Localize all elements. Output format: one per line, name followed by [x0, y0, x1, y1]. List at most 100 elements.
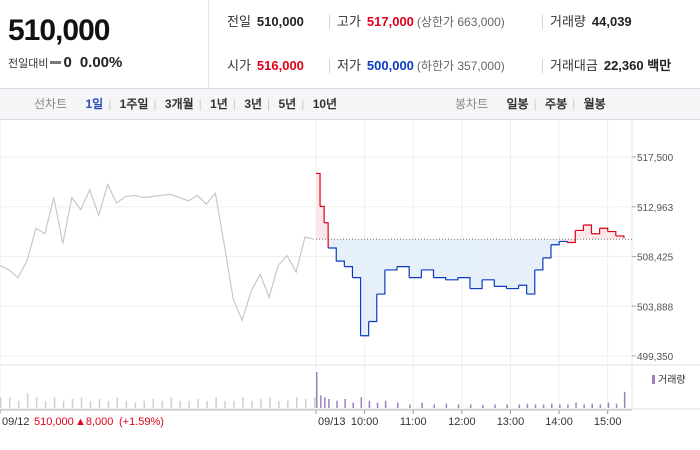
prev-volume-bar [206, 400, 208, 408]
divider: | [572, 97, 576, 111]
stat-value: 22,360 [603, 58, 644, 73]
volume-legend: 거래량 [652, 374, 686, 386]
upper-limit: (상한가 663,000) [416, 15, 505, 29]
prev-volume-bar [260, 399, 262, 408]
divider: | [153, 97, 157, 111]
area-segment [336, 239, 345, 262]
divider: | [301, 97, 305, 111]
tab-5year[interactable]: 5년 [278, 97, 297, 111]
x-axis: 09/13 10:00 11:00 12:00 13:00 14:00 15:00 [0, 410, 621, 428]
area-segment [583, 224, 592, 240]
x-tick-label: 13:00 [497, 416, 525, 428]
tab-daily-candle[interactable]: 일봉 [506, 97, 529, 111]
prev-change-pct: (+1.59%) [119, 416, 164, 428]
down-price-segment [506, 285, 520, 290]
y-tick-label: 499,350 [637, 352, 674, 363]
tab-1day[interactable]: 1일 [85, 97, 104, 111]
tab-3year[interactable]: 3년 [244, 97, 263, 111]
stat-open: 시가 516,000 [227, 44, 304, 88]
today-volume-bar [599, 404, 602, 408]
prev-volume-bar [71, 399, 74, 408]
stat-label: 시가 [227, 58, 251, 73]
down-price-segment [482, 279, 495, 287]
today-volume-bar [384, 400, 387, 408]
up-price-segment [567, 230, 576, 244]
tab-1year[interactable]: 1년 [210, 97, 228, 111]
stats-row-2: 시가 516,000 저가 500,000 (하한가 357,000) 거래대금 22,… [209, 44, 700, 88]
today-volume-bar [469, 404, 472, 408]
volume-legend-label: 거래량 [658, 374, 686, 386]
down-price-segment [542, 244, 552, 259]
previous-day-line [0, 182, 315, 323]
up-price-segment [324, 222, 329, 249]
prev-volume-bar [188, 400, 190, 408]
area-segment [469, 239, 483, 289]
tab-1week[interactable]: 1주일 [119, 97, 149, 111]
prev-day-info: 09/12 510,000 ▲8,000 (+1.59%) [2, 416, 164, 428]
divider [542, 59, 543, 73]
down-price-segment [336, 260, 345, 267]
y-tick-label: 517,500 [637, 153, 674, 164]
prev-change: ▲8,000 [75, 416, 113, 428]
prev-volume-bar [179, 400, 181, 408]
today-volume-bar [445, 403, 448, 408]
today-volume-bar [575, 402, 577, 408]
tab-10year[interactable]: 10년 [312, 97, 338, 111]
down-price-segment [360, 321, 370, 337]
quote-header: 510,000 전일대비 0 0.00% 전일 510,000 고가 517,000… [0, 0, 700, 89]
prev-volume-bar [0, 397, 2, 408]
stat-value: 516,000 [256, 58, 304, 73]
prev-volume-bar [26, 393, 29, 408]
stat-value: 44,039 [591, 14, 632, 29]
today-volume-bar [615, 403, 618, 408]
prev-volume-bar [116, 397, 119, 408]
area-segment [397, 239, 410, 267]
area-segment [324, 222, 329, 240]
today-volume-bar [567, 404, 569, 408]
change-label: 전일대비 [8, 57, 49, 70]
today-volume-bar [324, 397, 326, 408]
chart-background [0, 120, 700, 450]
prev-volume-bar [305, 399, 307, 408]
today-volume-bar [623, 391, 626, 408]
stats-row-1: 전일 510,000 고가 517,000 (상한가 663,000) 거래량 44,0… [209, 0, 700, 44]
prev-volume-bar [107, 400, 110, 408]
stat-label: 거래량 [550, 14, 586, 29]
tab-3month[interactable]: 3개월 [164, 97, 194, 111]
today-volume-bar [352, 402, 354, 408]
tab-weekly-candle[interactable]: 주봉 [545, 97, 568, 111]
up-price-segment [320, 205, 325, 223]
tab-monthly-candle[interactable]: 월봉 [583, 97, 606, 111]
today-volume-bar [550, 403, 553, 408]
flat-icon [50, 61, 62, 64]
down-price-segment [344, 266, 354, 278]
down-price-segment [445, 277, 459, 281]
down-price-segment [384, 266, 398, 271]
today-volume-bar [328, 399, 330, 408]
x-tick-label: 11:00 [400, 416, 427, 428]
prev-volume-bar [197, 399, 199, 408]
prev-volume-bar [89, 400, 92, 408]
area-segment [482, 239, 495, 280]
down-price-segment [534, 257, 544, 271]
stat-volume: 거래량 44,039 [550, 0, 632, 44]
line-chart-title: 선차트 [34, 97, 68, 111]
down-price-segment [376, 269, 386, 295]
today-volume-bar [494, 404, 496, 408]
change-percent: 0.00% [79, 54, 123, 71]
prev-volume-bar [287, 400, 289, 408]
prev-volume-bar [8, 397, 11, 408]
stat-label: 저가 [337, 58, 361, 73]
down-price-segment [494, 285, 508, 289]
prev-volume-bar [278, 400, 280, 408]
area-segment [615, 235, 624, 240]
up-price-segment [583, 224, 593, 234]
change-value: 0 [63, 54, 72, 71]
today-volume-bar [482, 405, 484, 408]
area-segment [550, 239, 560, 245]
grid [0, 120, 700, 450]
area-segment [607, 231, 616, 240]
current-price: 510,000 [8, 14, 110, 47]
today-volume-bar [583, 404, 585, 408]
area-segment [409, 239, 422, 278]
